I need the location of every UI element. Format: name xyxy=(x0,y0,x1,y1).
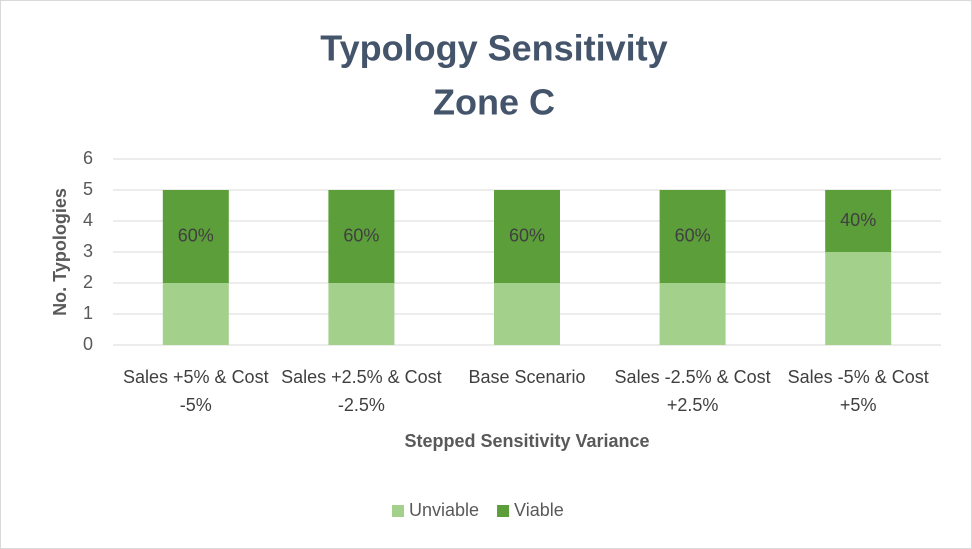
bar-segment xyxy=(825,190,892,252)
legend-swatch xyxy=(392,505,404,517)
x-tick-label: Sales -5% & Cost +5% xyxy=(787,367,929,415)
y-tick-label: 0 xyxy=(83,334,93,354)
bar-segment xyxy=(825,252,892,345)
y-tick-label: 3 xyxy=(83,241,93,261)
y-tick-label: 6 xyxy=(83,148,93,168)
data-label: 60% xyxy=(675,225,711,245)
y-tick-label: 5 xyxy=(83,179,93,199)
legend-label: Viable xyxy=(514,500,564,520)
data-label: 60% xyxy=(343,225,379,245)
bar-segment xyxy=(328,283,395,345)
bar-segment xyxy=(162,190,229,283)
data-label: 60% xyxy=(178,225,214,245)
x-tick-label: Sales +5% & Cost -5% xyxy=(123,367,269,415)
legend-swatch xyxy=(497,505,510,517)
bar-segment xyxy=(659,190,726,283)
data-label: 40% xyxy=(840,210,876,230)
data-label: 60% xyxy=(509,225,545,245)
y-axis-title: No. Typologies xyxy=(50,188,70,316)
bar-segment xyxy=(162,283,229,345)
legend-label: Unviable xyxy=(409,500,479,520)
y-tick-label: 4 xyxy=(83,210,93,230)
x-tick-label: Sales -2.5% & Cost +2.5% xyxy=(614,367,771,415)
x-axis-title: Stepped Sensitivity Variance xyxy=(404,431,649,451)
chart-title: Typology Sensitivity xyxy=(320,28,667,69)
y-tick-label: 2 xyxy=(83,272,93,292)
chart-title: Zone C xyxy=(433,82,555,123)
bar-segment xyxy=(659,283,726,345)
y-tick-label: 1 xyxy=(83,303,93,323)
x-tick-label: Sales +2.5% & Cost -2.5% xyxy=(281,367,442,415)
x-tick-label: Base Scenario xyxy=(468,367,586,387)
bar-segment xyxy=(328,190,395,283)
bar-segment xyxy=(494,283,560,345)
bar-segment xyxy=(494,190,560,283)
